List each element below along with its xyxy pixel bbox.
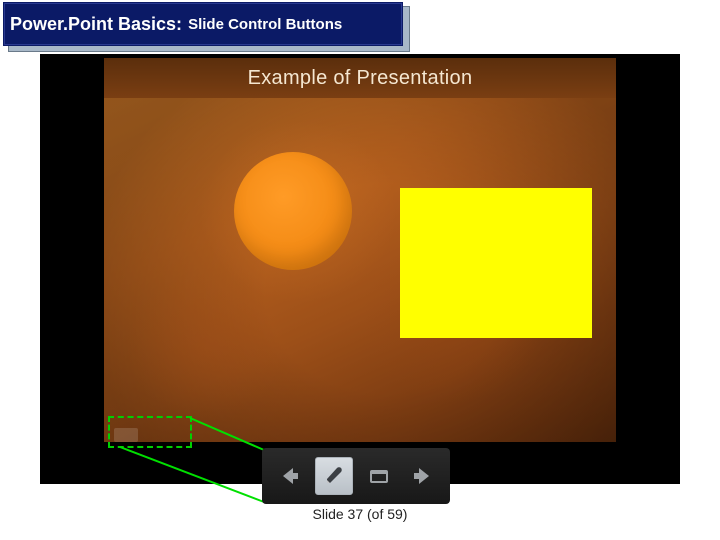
next-slide-button[interactable] bbox=[404, 458, 440, 494]
pen-icon bbox=[322, 464, 346, 488]
slide-title-bar: Example of Presentation bbox=[104, 58, 616, 98]
arrow-right-icon bbox=[410, 464, 434, 488]
slide-canvas: Example of Presentation bbox=[104, 58, 616, 442]
title-strong: Power.Point Basics: bbox=[10, 14, 182, 35]
stage: Power.Point Basics: Slide Control Button… bbox=[0, 0, 720, 540]
slide-control-toolbar bbox=[262, 448, 450, 504]
slide-box-icon bbox=[367, 464, 391, 488]
slide-counter: Slide 37 (of 59) bbox=[0, 506, 720, 522]
slide-menu-button[interactable] bbox=[361, 458, 397, 494]
title-sub: Slide Control Buttons bbox=[188, 16, 342, 33]
prev-slide-button[interactable] bbox=[272, 458, 308, 494]
slide-shape-rectangle bbox=[400, 188, 592, 338]
slide-shape-circle bbox=[234, 152, 352, 270]
arrow-left-icon bbox=[278, 464, 302, 488]
pen-tool-button[interactable] bbox=[315, 457, 353, 495]
slide-title: Example of Presentation bbox=[248, 67, 473, 90]
title-banner: Power.Point Basics: Slide Control Button… bbox=[3, 2, 403, 46]
highlight-box bbox=[108, 416, 192, 448]
